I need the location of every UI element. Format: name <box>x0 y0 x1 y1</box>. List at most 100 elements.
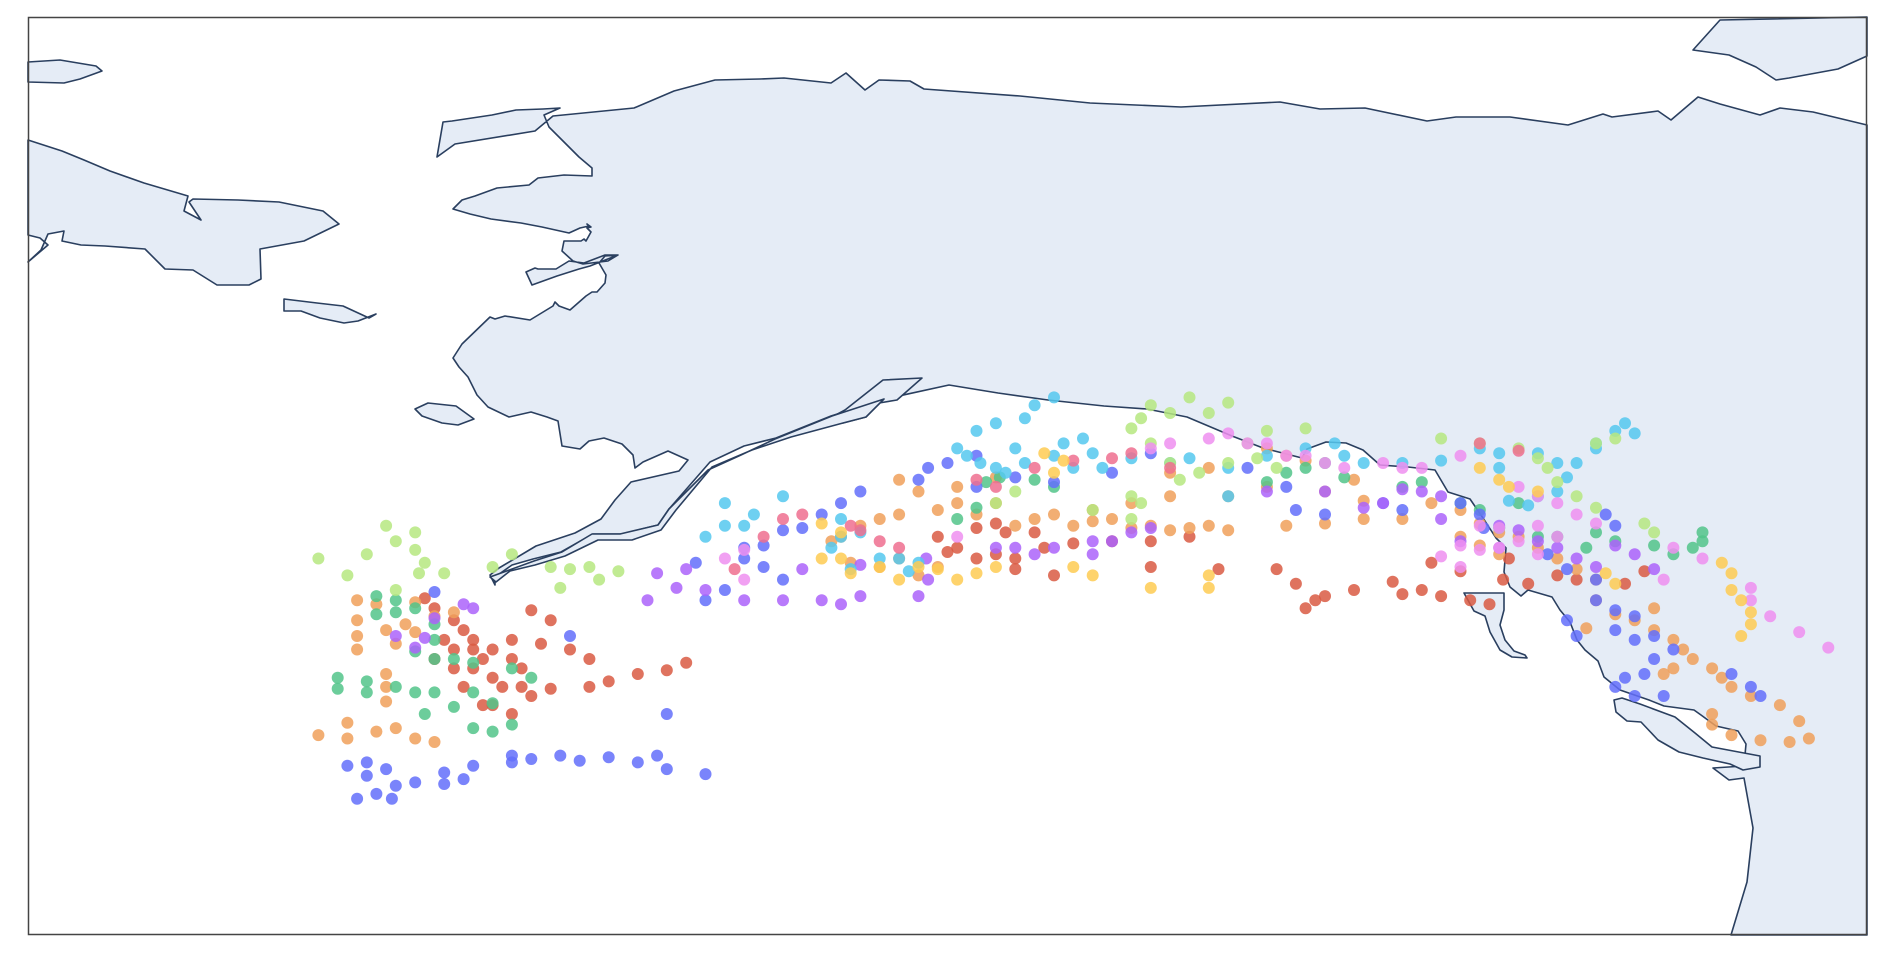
map-marker[interactable] <box>1144 581 1157 594</box>
map-marker[interactable] <box>457 773 470 786</box>
map-marker[interactable] <box>389 680 402 693</box>
map-marker[interactable] <box>1522 499 1535 512</box>
map-marker[interactable] <box>1028 399 1041 412</box>
map-marker[interactable] <box>1270 563 1283 576</box>
map-marker[interactable] <box>951 530 964 543</box>
map-marker[interactable] <box>1028 513 1041 525</box>
map-marker[interactable] <box>544 614 557 627</box>
map-marker[interactable] <box>1696 552 1709 565</box>
map-marker[interactable] <box>525 690 538 702</box>
map-marker[interactable] <box>854 524 867 537</box>
map-marker[interactable] <box>505 633 518 646</box>
map-marker[interactable] <box>651 749 664 762</box>
map-marker[interactable] <box>486 671 499 684</box>
map-marker[interactable] <box>573 754 586 767</box>
map-marker[interactable] <box>1609 624 1622 637</box>
map-marker[interactable] <box>1619 577 1631 590</box>
map-marker[interactable] <box>738 519 751 532</box>
map-marker[interactable] <box>1773 699 1786 712</box>
map-marker[interactable] <box>1599 567 1612 580</box>
map-marker[interactable] <box>931 563 944 576</box>
map-marker[interactable] <box>1028 526 1041 539</box>
map-marker[interactable] <box>1473 437 1486 450</box>
map-marker[interactable] <box>1531 485 1544 498</box>
map-marker[interactable] <box>409 602 422 615</box>
map-marker[interactable] <box>380 695 393 708</box>
map-marker[interactable] <box>1028 461 1041 474</box>
map-marker[interactable] <box>438 633 451 646</box>
map-marker[interactable] <box>1319 517 1331 530</box>
map-marker[interactable] <box>757 539 770 552</box>
map-marker[interactable] <box>1580 541 1593 554</box>
map-marker[interactable] <box>1048 391 1060 404</box>
map-marker[interactable] <box>757 561 770 573</box>
map-marker[interactable] <box>680 656 693 669</box>
map-marker[interactable] <box>1609 432 1622 445</box>
map-marker[interactable] <box>1473 461 1486 474</box>
map-marker[interactable] <box>554 581 567 594</box>
map-marker[interactable] <box>922 573 935 586</box>
map-marker[interactable] <box>970 501 983 514</box>
map-marker[interactable] <box>360 675 373 688</box>
map-marker[interactable] <box>951 513 964 525</box>
map-marker[interactable] <box>467 602 480 615</box>
map-marker[interactable] <box>699 594 712 607</box>
map-marker[interactable] <box>1435 432 1448 445</box>
map-marker[interactable] <box>1164 437 1177 450</box>
map-marker[interactable] <box>1183 452 1196 465</box>
map-marker[interactable] <box>1512 535 1525 548</box>
map-marker[interactable] <box>1570 573 1583 586</box>
map-marker[interactable] <box>360 769 373 782</box>
map-marker[interactable] <box>1435 490 1448 503</box>
map-marker[interactable] <box>931 504 944 516</box>
map-marker[interactable] <box>1135 497 1148 510</box>
map-marker[interactable] <box>893 552 906 565</box>
map-marker[interactable] <box>989 517 1002 530</box>
map-marker[interactable] <box>670 581 683 594</box>
map-marker[interactable] <box>1280 449 1293 462</box>
map-marker[interactable] <box>777 573 789 586</box>
map-marker[interactable] <box>447 606 460 619</box>
map-marker[interactable] <box>1783 736 1796 748</box>
map-marker[interactable] <box>854 590 867 603</box>
map-marker[interactable] <box>1377 497 1390 510</box>
map-marker[interactable] <box>602 751 615 764</box>
map-marker[interactable] <box>1106 535 1118 548</box>
map-marker[interactable] <box>1289 577 1302 590</box>
map-marker[interactable] <box>447 700 460 713</box>
map-marker[interactable] <box>747 508 760 521</box>
map-marker[interactable] <box>389 722 402 735</box>
map-marker[interactable] <box>844 519 857 532</box>
map-marker[interactable] <box>331 671 344 684</box>
map-marker[interactable] <box>447 653 460 665</box>
map-marker[interactable] <box>1725 567 1738 580</box>
map-marker[interactable] <box>418 556 431 569</box>
map-marker[interactable] <box>428 736 441 748</box>
map-marker[interactable] <box>1570 457 1583 469</box>
map-marker[interactable] <box>1561 614 1573 627</box>
map-marker[interactable] <box>1125 513 1138 525</box>
map-marker[interactable] <box>970 473 983 486</box>
map-marker[interactable] <box>738 573 751 586</box>
map-marker[interactable] <box>1435 513 1448 525</box>
map-marker[interactable] <box>409 686 422 699</box>
map-marker[interactable] <box>1144 442 1157 455</box>
map-marker[interactable] <box>1551 485 1564 498</box>
map-marker[interactable] <box>1251 452 1264 465</box>
map-marker[interactable] <box>1464 594 1477 607</box>
map-marker[interactable] <box>1744 618 1757 631</box>
map-marker[interactable] <box>1802 732 1815 745</box>
map-marker[interactable] <box>1667 541 1680 554</box>
map-marker[interactable] <box>457 598 470 611</box>
map-marker[interactable] <box>951 480 964 493</box>
map-marker[interactable] <box>680 563 693 576</box>
map-marker[interactable] <box>1396 588 1409 601</box>
map-marker[interactable] <box>738 594 751 607</box>
map-marker[interactable] <box>341 732 354 745</box>
map-marker[interactable] <box>1028 473 1041 486</box>
map-marker[interactable] <box>1009 552 1022 565</box>
map-marker[interactable] <box>1735 594 1748 607</box>
map-marker[interactable] <box>1744 594 1757 607</box>
map-marker[interactable] <box>1590 561 1602 573</box>
